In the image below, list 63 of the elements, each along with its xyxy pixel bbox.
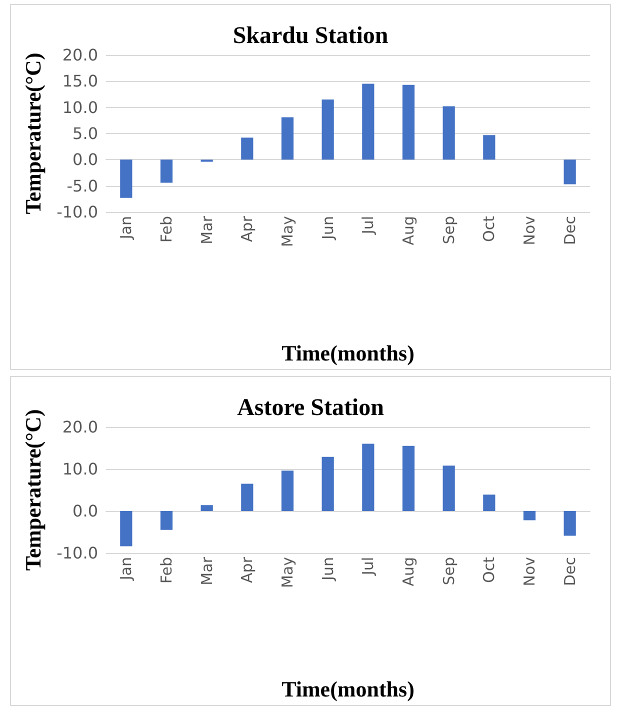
y-tick-label: -10.0 — [56, 544, 98, 562]
bar — [120, 511, 132, 546]
x-tick-label: Jul — [359, 216, 378, 236]
x-tick-label: Feb — [158, 216, 176, 243]
bar — [322, 456, 334, 511]
bar — [160, 511, 173, 530]
bar — [322, 99, 334, 160]
bar — [160, 160, 173, 183]
y-tick-label: 10.0 — [62, 460, 98, 478]
x-tick-label: Apr — [238, 556, 256, 583]
bar — [564, 511, 576, 536]
bar — [281, 117, 294, 160]
bar — [402, 446, 415, 511]
bar — [120, 160, 132, 198]
bar — [564, 160, 576, 184]
x-axis-title: Time(months) — [282, 340, 414, 366]
bar — [200, 505, 213, 511]
x-tick-label: Jul — [359, 557, 378, 576]
bar — [442, 106, 455, 160]
x-tick-label: May — [278, 216, 296, 248]
bar — [362, 444, 374, 511]
x-tick-label: Sep — [440, 216, 458, 244]
x-tick-label: May — [278, 556, 296, 588]
x-tick-label: Aug — [400, 557, 418, 586]
bar — [402, 84, 415, 160]
chart-title: Astore Station — [237, 395, 384, 421]
y-axis-title: Temperature(°C) — [20, 409, 46, 571]
x-tick-label: Apr — [238, 215, 256, 242]
y-tick-label: 10.0 — [62, 98, 98, 117]
x-tick-label: Nov — [520, 216, 538, 246]
x-tick-label: Dec — [560, 216, 579, 246]
y-tick-label: -5.0 — [66, 176, 98, 196]
x-tick-label: Jan — [117, 216, 136, 240]
y-tick-label: 0.0 — [72, 502, 98, 520]
x-tick-label: Jun — [318, 557, 337, 582]
y-tick-label: 20.0 — [62, 46, 98, 64]
y-tick-label: 0.0 — [72, 150, 98, 170]
bar — [483, 135, 496, 160]
y-tick-label: 5.0 — [72, 124, 98, 143]
y-axis-title: Temperature(°C) — [20, 52, 46, 214]
y-tick-label: 15.0 — [62, 72, 98, 91]
bar — [362, 84, 374, 160]
x-tick-label: Nov — [520, 556, 538, 586]
x-tick-label: Aug — [400, 216, 418, 246]
x-tick-label: Oct — [480, 556, 498, 583]
x-tick-label: Sep — [440, 557, 458, 586]
x-tick-label: Dec — [560, 557, 579, 586]
bar — [442, 466, 455, 511]
x-tick-label: Mar — [198, 556, 216, 586]
x-tick-label: Oct — [480, 216, 498, 242]
chart-title: Skardu Station — [232, 23, 388, 49]
x-tick-label: Feb — [158, 557, 176, 584]
y-tick-label: 20.0 — [62, 418, 98, 436]
bar — [281, 470, 294, 511]
x-tick-label: Mar — [198, 215, 216, 244]
bar — [241, 484, 254, 511]
x-tick-label: Jan — [117, 557, 136, 582]
y-tick-label: -10.0 — [56, 202, 98, 222]
bar — [241, 138, 254, 160]
x-tick-label: Jun — [318, 216, 337, 240]
x-axis-title: Time(months) — [282, 676, 414, 702]
bar — [523, 511, 536, 520]
bar — [483, 494, 496, 511]
